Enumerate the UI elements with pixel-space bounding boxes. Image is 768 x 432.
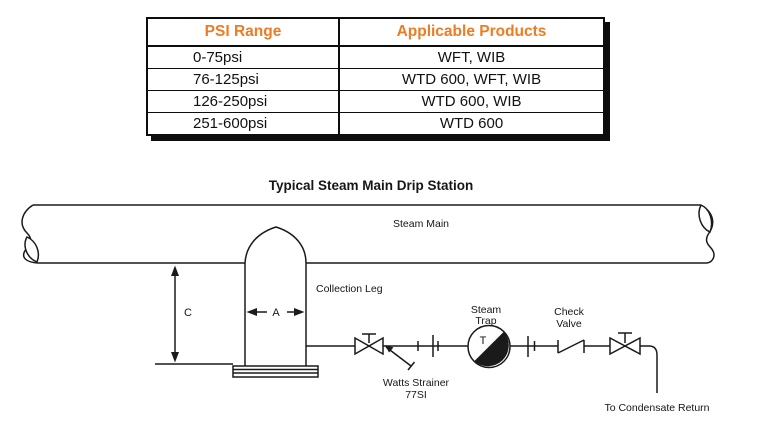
steam-trap-label-line2: Trap xyxy=(475,315,496,327)
table-row: 251-600psi WTD 600 xyxy=(148,112,603,134)
table-row: 0-75psi WFT, WIB xyxy=(148,47,603,68)
trap-letter-label: T xyxy=(480,335,487,347)
table-row: 76-125psi WTD 600, WFT, WIB xyxy=(148,68,603,90)
collection-leg: Collection Leg xyxy=(232,226,383,378)
pipe-break-left-icon xyxy=(21,204,40,264)
steam-trap-icon: T xyxy=(467,324,511,369)
condensate-return-line xyxy=(640,345,658,393)
pipe-break-right-icon xyxy=(698,204,715,264)
gate-valve-icon xyxy=(609,332,641,356)
psi-products-table: PSI Range Applicable Products 0-75psi WF… xyxy=(146,17,605,136)
products-cell: WFT, WIB xyxy=(437,49,506,66)
products-cell: WTD 600 xyxy=(439,115,504,132)
collection-leg-dome xyxy=(244,226,307,264)
union-icon xyxy=(527,336,536,357)
dimension-a-arrow: A xyxy=(246,307,305,319)
check-valve-icon xyxy=(557,339,585,354)
strainer-label-line2: 77SI xyxy=(405,389,427,401)
strainer-label-line1: Watts Strainer xyxy=(383,377,450,389)
check-valve-label-line1: Check xyxy=(554,306,585,318)
products-cell: WTD 600, WIB xyxy=(421,93,522,110)
collection-leg-label: Collection Leg xyxy=(316,283,383,295)
dimension-c-arrow: C xyxy=(155,265,233,365)
steam-main-pipe: Steam Main xyxy=(21,204,715,264)
dimension-c-label: C xyxy=(184,307,192,319)
strainer-callout-arrow xyxy=(385,345,416,371)
header-applicable-products: Applicable Products xyxy=(396,23,547,40)
psi-range-cell: 251-600psi xyxy=(148,113,340,134)
steam-main-label: Steam Main xyxy=(393,218,449,230)
collection-leg-flange xyxy=(232,365,319,378)
union-icon xyxy=(417,335,439,357)
diagram-title: Typical Steam Main Drip Station xyxy=(269,178,474,193)
gate-valve-icon xyxy=(354,333,384,356)
check-valve-label-line2: Valve xyxy=(556,318,582,330)
psi-range-cell: 0-75psi xyxy=(148,47,340,68)
psi-range-cell: 76-125psi xyxy=(148,69,340,90)
table-row: 126-250psi WTD 600, WIB xyxy=(148,90,603,112)
header-psi-range: PSI Range xyxy=(148,19,340,45)
psi-range-cell: 126-250psi xyxy=(148,91,340,112)
steam-trap-label-line1: Steam xyxy=(471,304,502,316)
dimension-a-label: A xyxy=(272,307,280,319)
condensate-return-label: To Condensate Return xyxy=(604,402,709,414)
products-cell: WTD 600, WFT, WIB xyxy=(401,71,542,88)
table-header-row: PSI Range Applicable Products xyxy=(148,19,603,47)
